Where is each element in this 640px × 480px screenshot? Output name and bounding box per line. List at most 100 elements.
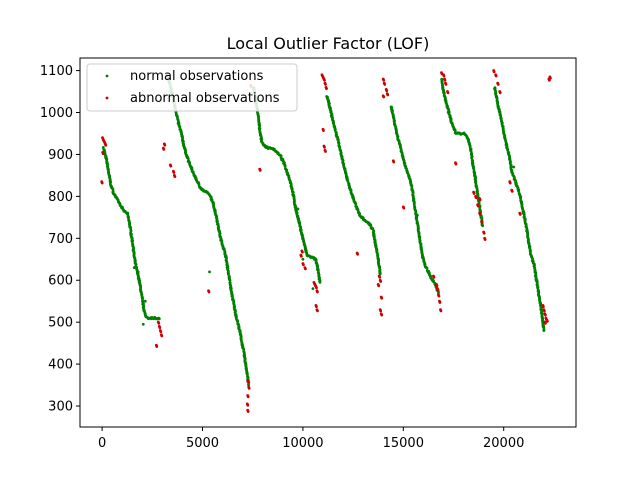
abnormal-point bbox=[474, 196, 478, 200]
normal-point bbox=[136, 270, 140, 274]
abnormal-point bbox=[446, 91, 450, 95]
abnormal-point bbox=[246, 410, 250, 413]
abnormal-point bbox=[472, 192, 476, 195]
abnormal-point bbox=[442, 74, 446, 78]
abnormal-point bbox=[100, 181, 104, 185]
normal-point bbox=[228, 278, 232, 282]
normal-point bbox=[178, 125, 182, 129]
x-tick-label-0: 0 bbox=[98, 436, 106, 451]
abnormal-point bbox=[378, 275, 382, 279]
abnormal-point bbox=[324, 83, 327, 86]
abnormal-point bbox=[377, 284, 381, 288]
abnormal-point bbox=[438, 301, 442, 304]
axes-layer: 0 5000 10000 15000 20000 300 400 500 600 700 800 90… bbox=[40, 64, 524, 451]
abnormal-point bbox=[173, 175, 177, 179]
abnormal-point bbox=[435, 284, 439, 288]
abnormal-point bbox=[498, 91, 502, 95]
normal-point bbox=[247, 383, 251, 387]
normal-point bbox=[296, 207, 300, 211]
normal-point bbox=[354, 202, 358, 206]
abnormal-point bbox=[432, 275, 436, 279]
normal-point bbox=[316, 269, 320, 272]
normal-point bbox=[410, 184, 414, 188]
abnormal-point bbox=[444, 83, 448, 86]
abnormal-point bbox=[386, 93, 390, 97]
y-tick-label-8: 1100 bbox=[40, 64, 73, 79]
abnormal-point bbox=[302, 263, 305, 267]
abnormal-point bbox=[518, 213, 522, 216]
abnormal-point bbox=[454, 162, 458, 166]
normal-point bbox=[301, 257, 305, 261]
normal-point bbox=[374, 241, 377, 245]
legend-label-abnormal: abnormal observations bbox=[130, 91, 280, 106]
abnormal-point bbox=[159, 330, 163, 334]
normal-point bbox=[143, 299, 147, 303]
normal-point bbox=[469, 149, 473, 153]
abnormal-point bbox=[301, 250, 304, 254]
normal-point bbox=[318, 280, 322, 284]
abnormal-point bbox=[543, 313, 547, 317]
legend-marker-normal bbox=[105, 74, 109, 78]
abnormal-point bbox=[476, 204, 480, 208]
x-tick-label-4: 20000 bbox=[483, 436, 524, 451]
normal-point bbox=[423, 262, 427, 266]
abnormal-point bbox=[478, 198, 482, 202]
normal-point bbox=[208, 270, 211, 274]
abnormal-point bbox=[315, 305, 318, 309]
abnormal-point bbox=[496, 83, 500, 86]
normal-point bbox=[351, 194, 355, 198]
abnormal-point bbox=[246, 403, 250, 407]
legend-box bbox=[86, 63, 298, 112]
normal-point bbox=[378, 272, 382, 276]
normal-point bbox=[236, 319, 239, 323]
normal-point bbox=[141, 297, 144, 301]
normal-point bbox=[215, 220, 219, 224]
abnormal-point bbox=[545, 319, 549, 323]
normal-point bbox=[425, 266, 429, 270]
abnormal-point bbox=[543, 322, 547, 325]
abnormal-point bbox=[169, 164, 173, 168]
abnormal-point bbox=[494, 74, 498, 78]
abnormal-point bbox=[316, 290, 319, 294]
abnormal-point bbox=[380, 313, 384, 317]
y-tick-label-7: 1000 bbox=[40, 106, 73, 121]
normal-point bbox=[132, 266, 136, 270]
normal-point bbox=[141, 299, 144, 303]
plot-frame bbox=[79, 57, 577, 428]
normal-point bbox=[235, 315, 238, 319]
y-tick-label-3: 600 bbox=[48, 274, 73, 289]
legend: normal observations abnormal observation… bbox=[86, 63, 298, 112]
normal-point bbox=[474, 176, 477, 179]
normal-point bbox=[371, 227, 375, 230]
abnormal-point bbox=[478, 213, 482, 216]
abnormal-point bbox=[379, 280, 383, 283]
plot-area bbox=[80, 58, 576, 427]
normal-point bbox=[242, 347, 246, 351]
abnormal-point bbox=[443, 78, 447, 82]
abnormal-point bbox=[322, 129, 325, 132]
abnormal-point bbox=[382, 78, 386, 82]
abnormal-point bbox=[162, 148, 166, 151]
abnormal-point bbox=[542, 309, 546, 313]
abnormal-point bbox=[323, 145, 326, 149]
normal-point bbox=[470, 156, 474, 160]
abnormal-point bbox=[492, 70, 496, 74]
normal-point bbox=[129, 229, 133, 233]
abnormal-point bbox=[402, 206, 406, 210]
abnormal-point bbox=[382, 95, 386, 99]
abnormal-point bbox=[482, 231, 486, 235]
normal-point bbox=[283, 161, 286, 165]
normal-point bbox=[531, 257, 534, 261]
normal-point bbox=[542, 329, 546, 332]
normal-point bbox=[528, 245, 532, 249]
normal-point bbox=[130, 232, 133, 236]
normal-point bbox=[542, 326, 546, 329]
abnormal-point bbox=[380, 296, 384, 300]
normal-point bbox=[283, 164, 287, 168]
abnormal-point bbox=[101, 152, 105, 156]
abnormal-point bbox=[304, 267, 307, 271]
abnormal-point bbox=[437, 294, 441, 298]
abnormal-point bbox=[325, 87, 328, 91]
abnormal-point bbox=[158, 326, 162, 330]
y-tick-label-5: 800 bbox=[48, 190, 73, 205]
